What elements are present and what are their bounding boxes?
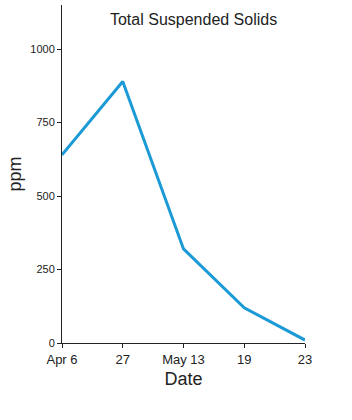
svg-text:Total Suspended Solids: Total Suspended Solids bbox=[110, 11, 277, 28]
svg-text:Date: Date bbox=[164, 369, 202, 389]
svg-text:ppm: ppm bbox=[5, 156, 25, 191]
svg-text:23: 23 bbox=[298, 352, 312, 367]
svg-text:Apr 6: Apr 6 bbox=[46, 352, 77, 367]
svg-text:750: 750 bbox=[36, 116, 54, 128]
svg-text:500: 500 bbox=[36, 190, 54, 202]
svg-text:19: 19 bbox=[237, 352, 251, 367]
svg-text:27: 27 bbox=[116, 352, 130, 367]
svg-text:0: 0 bbox=[49, 337, 55, 349]
svg-text:May 13: May 13 bbox=[162, 352, 205, 367]
svg-text:250: 250 bbox=[36, 263, 54, 275]
svg-text:1000: 1000 bbox=[30, 43, 54, 55]
